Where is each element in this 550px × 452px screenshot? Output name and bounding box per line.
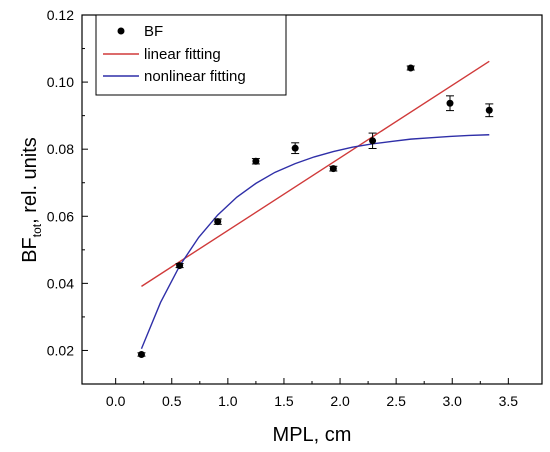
data-point bbox=[446, 99, 454, 107]
x-tick-label: 1.0 bbox=[218, 393, 238, 409]
x-tick-label: 3.5 bbox=[499, 393, 519, 409]
legend-marker-bf bbox=[117, 27, 125, 35]
y-tick-label: 0.02 bbox=[47, 342, 74, 358]
y-axis-title-main: BF bbox=[19, 237, 41, 263]
y-tick-label: 0.04 bbox=[47, 275, 74, 291]
legend: BF linear fitting nonlinear fitting bbox=[95, 14, 287, 96]
x-tick-label: 1.5 bbox=[274, 393, 294, 409]
x-tick-label: 2.0 bbox=[330, 393, 350, 409]
y-tick-label: 0.08 bbox=[47, 141, 74, 157]
data-point bbox=[369, 137, 377, 145]
series-layer bbox=[137, 60, 494, 358]
y-tick-label: 0.10 bbox=[47, 74, 74, 90]
y-tick-label: 0.06 bbox=[47, 208, 74, 224]
data-point bbox=[329, 165, 337, 173]
data-point bbox=[214, 218, 222, 226]
x-axis-title: MPL, cm bbox=[273, 424, 352, 446]
legend-label-linear: linear fitting bbox=[144, 46, 221, 63]
series-line bbox=[141, 60, 490, 287]
x-tick-label: 0.5 bbox=[162, 393, 182, 409]
x-tick-label: 3.0 bbox=[443, 393, 463, 409]
legend-box bbox=[95, 14, 287, 96]
data-point bbox=[407, 64, 415, 72]
y-axis-title-rest: , rel. units bbox=[19, 137, 41, 224]
y-axis-ticks: 0.02 0.04 0.06 0.08 0.10 0.12 bbox=[47, 7, 88, 385]
x-axis-ticks: 0.0 0.5 1.0 1.5 2.0 2.5 3.0 3.5 bbox=[106, 378, 518, 409]
legend-label-nonlinear: nonlinear fitting bbox=[144, 68, 246, 85]
data-point bbox=[176, 262, 184, 270]
y-tick-label: 0.12 bbox=[47, 7, 74, 23]
data-point bbox=[252, 157, 260, 165]
legend-label-bf: BF bbox=[144, 23, 163, 40]
y-axis-title: BFtot, rel. units bbox=[19, 137, 44, 263]
x-tick-label: 2.5 bbox=[386, 393, 406, 409]
y-axis-title-sub: tot bbox=[30, 223, 44, 237]
data-point bbox=[137, 350, 145, 358]
data-point bbox=[485, 106, 493, 114]
x-tick-label: 0.0 bbox=[106, 393, 126, 409]
series-line bbox=[140, 134, 490, 350]
data-point bbox=[291, 144, 299, 152]
